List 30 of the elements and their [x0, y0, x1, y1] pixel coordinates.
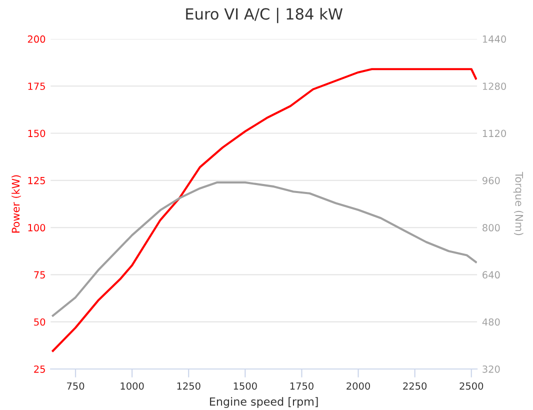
y2-tick-label: 1120: [482, 130, 506, 138]
x-tick-label: 1500: [234, 382, 257, 390]
y-tick-label: 25: [34, 365, 45, 373]
y2-tick-label: 800: [482, 224, 500, 232]
y2-tick-label: 480: [482, 318, 500, 326]
y-tick-label: 50: [34, 318, 46, 326]
y-tick-label: 175: [28, 82, 45, 90]
x-axis-title: Engine speed [rpm]: [210, 397, 318, 408]
y-tick-label: 150: [28, 130, 46, 138]
y-tick-label: 100: [28, 224, 46, 232]
y2-tick-label: 960: [482, 176, 500, 184]
y-tick-label: 200: [28, 35, 46, 43]
y2-tick-label: 1280: [482, 82, 506, 90]
y2-tick-label: 640: [482, 271, 500, 279]
x-tick-label: 2500: [460, 382, 484, 390]
chart-title: Euro VI A/C | 184 kW: [186, 8, 343, 24]
y2-tick-label: 1440: [482, 35, 506, 43]
x-tick-label: 2000: [346, 382, 370, 390]
x-tick-label: 1250: [177, 382, 200, 390]
y-tick-label: 75: [34, 271, 45, 279]
x-tick-label: 1000: [120, 382, 144, 390]
x-tick-label: 750: [67, 382, 84, 390]
line-series: [52, 181, 477, 317]
x-tick-label: 1750: [290, 382, 314, 390]
y2-tick-label: 320: [482, 365, 500, 373]
x-tick-label: 2250: [403, 382, 427, 390]
y-tick-label: 125: [28, 176, 45, 184]
line-series: [52, 68, 477, 352]
y2-axis-title: Torque (Nm): [513, 172, 524, 236]
y-axis-title: Power (kW): [12, 175, 21, 233]
